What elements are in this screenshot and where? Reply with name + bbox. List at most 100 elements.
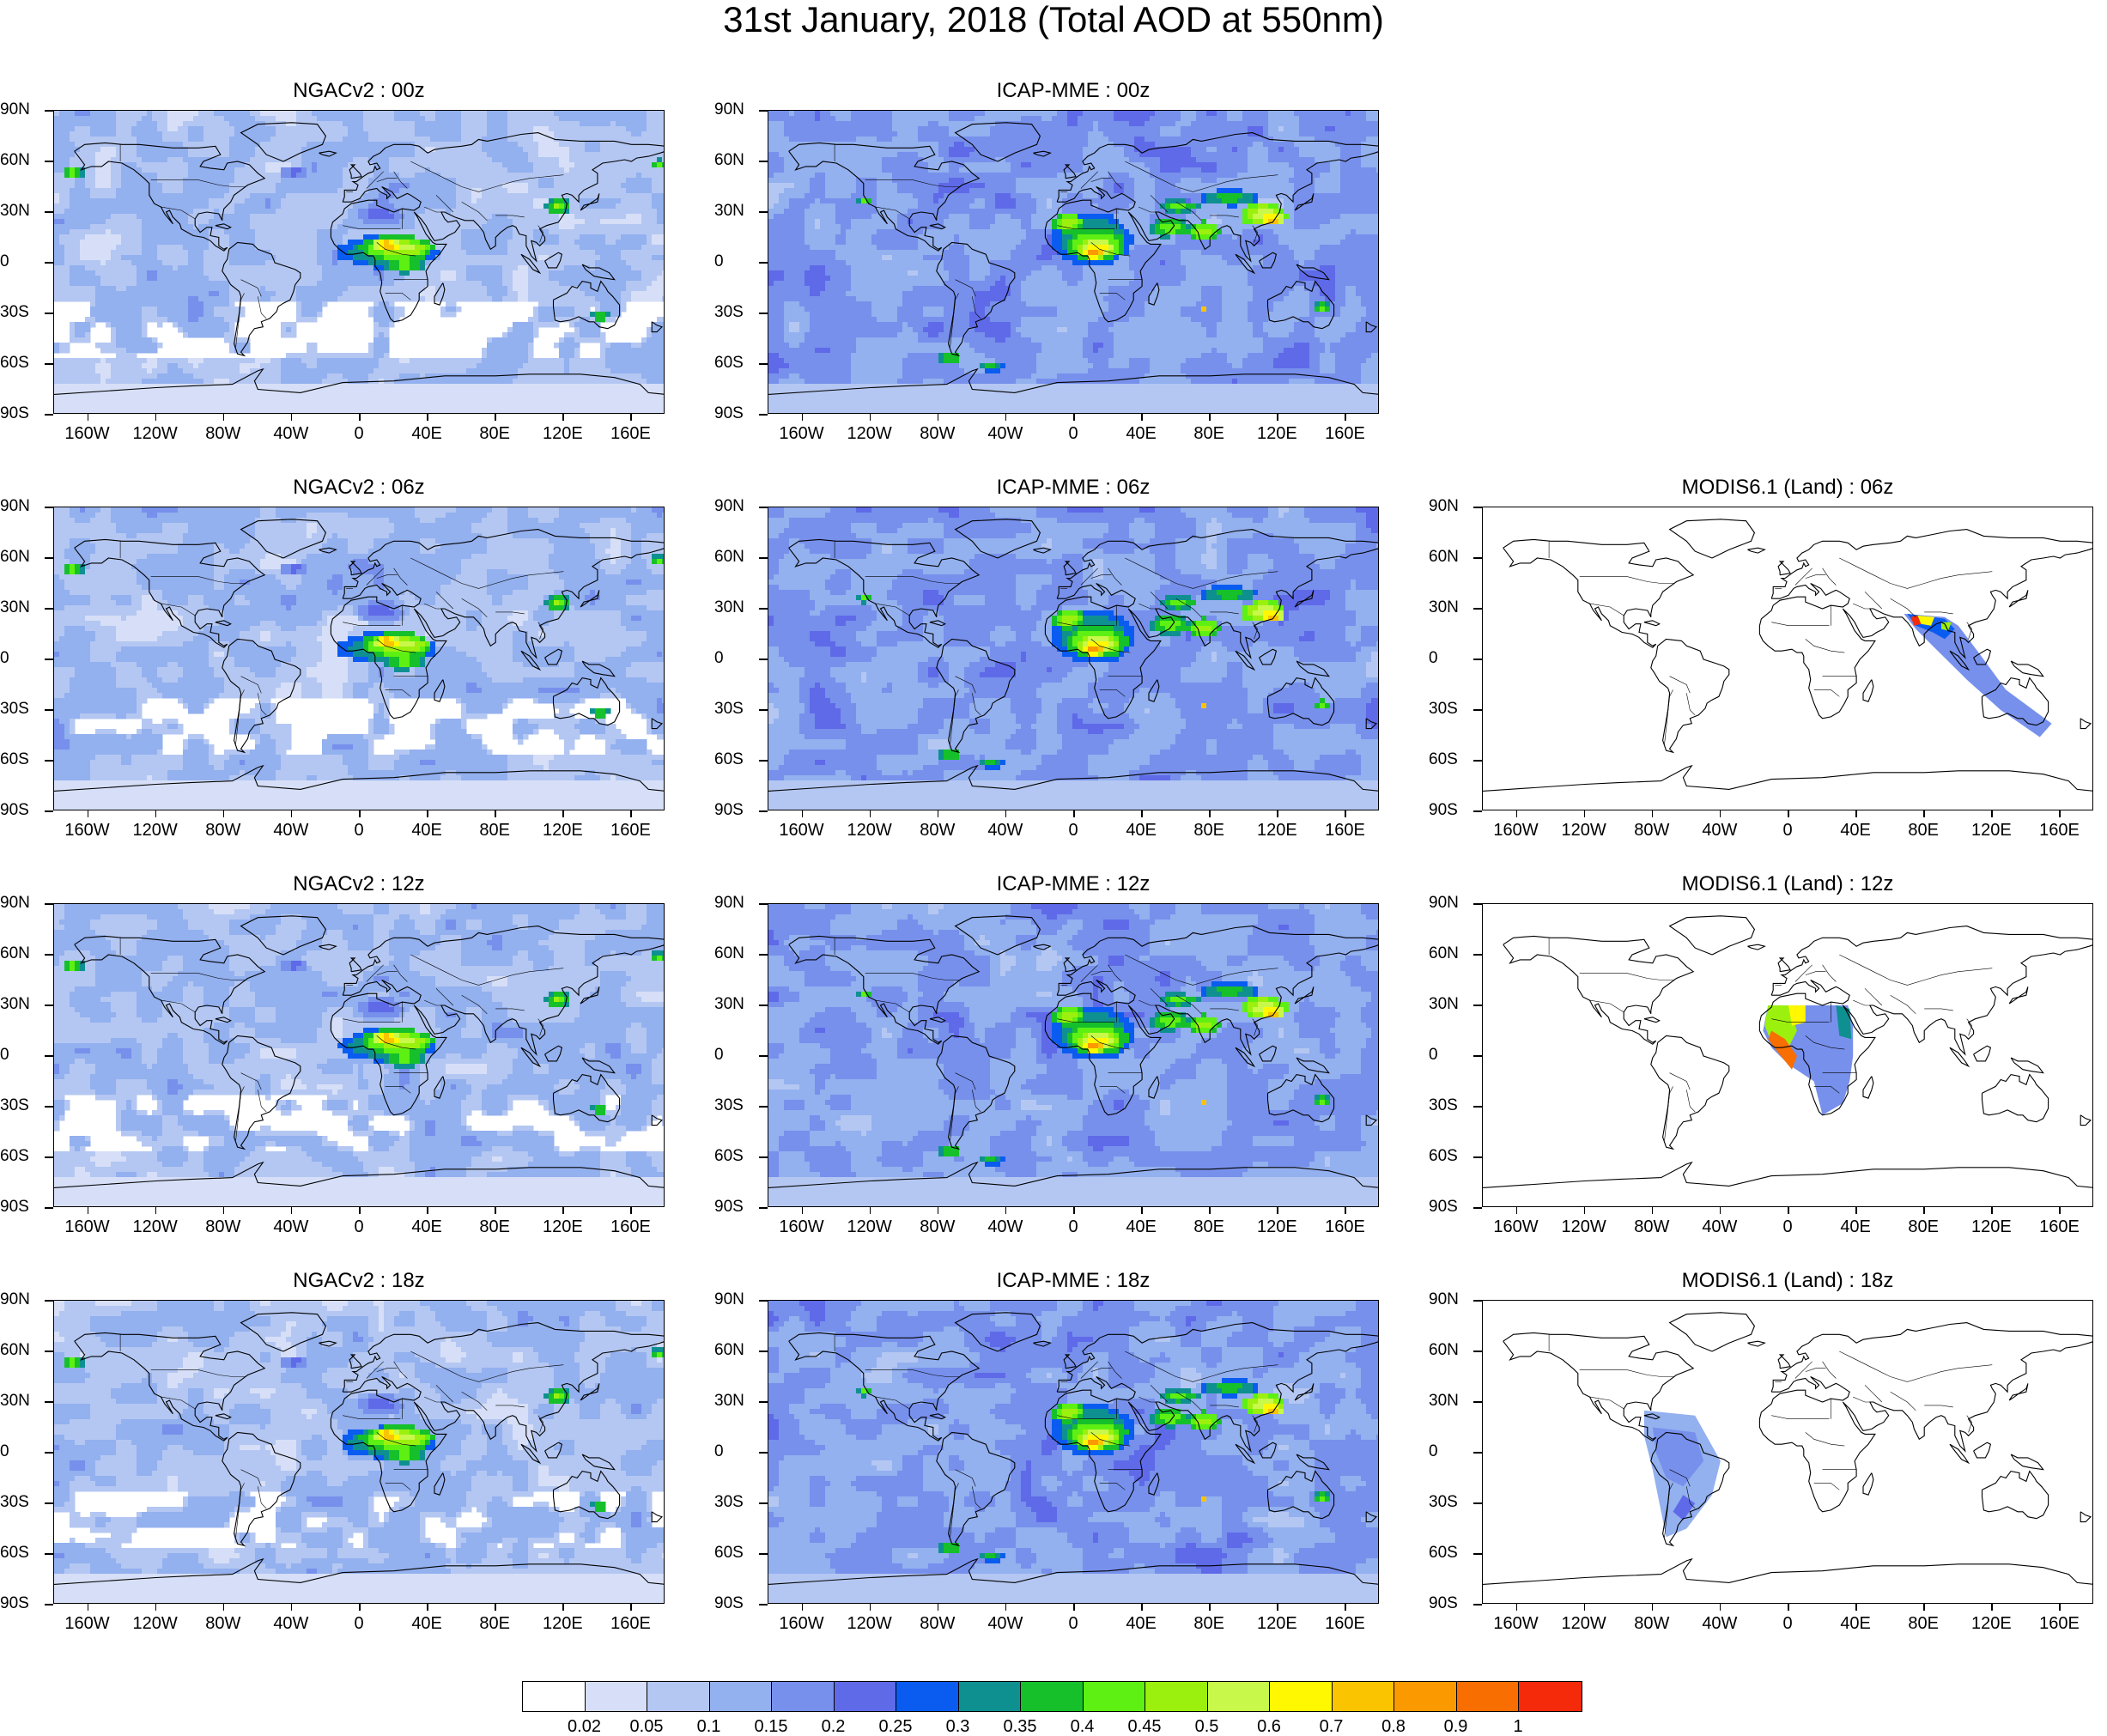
lat-tick-label: 60S bbox=[0, 1148, 34, 1165]
lon-tick bbox=[1855, 1604, 1857, 1611]
lon-tick-label: 80E bbox=[465, 1217, 525, 1236]
lat-tick-label: 90N bbox=[0, 101, 34, 118]
lat-tick-label: 60S bbox=[1429, 751, 1463, 768]
lat-tick bbox=[759, 1502, 768, 1504]
lat-tick bbox=[45, 1106, 53, 1108]
lon-tick-label: 160W bbox=[772, 1217, 832, 1236]
aod-field bbox=[54, 507, 665, 810]
lat-tick bbox=[759, 1106, 768, 1108]
lon-tick bbox=[1005, 414, 1007, 421]
colorbar-tick-label: 0.45 bbox=[1119, 1717, 1170, 1736]
colorbar-swatch bbox=[1394, 1682, 1457, 1711]
colorbar-tick-label: 0.1 bbox=[683, 1717, 735, 1736]
colorbar-tick-label: 1 bbox=[1492, 1717, 1544, 1736]
lat-tick-label: 60N bbox=[1429, 945, 1463, 962]
lon-tick-label: 160W bbox=[772, 424, 832, 443]
lon-tick bbox=[223, 810, 225, 817]
lon-tick-label: 80W bbox=[193, 424, 253, 443]
colorbar-swatch bbox=[1208, 1682, 1271, 1711]
lat-tick bbox=[45, 313, 53, 314]
lon-tick-label: 0 bbox=[329, 1217, 389, 1236]
lat-tick bbox=[759, 1351, 768, 1352]
lat-tick bbox=[759, 211, 768, 213]
lat-tick-label: 60N bbox=[1429, 549, 1463, 566]
lat-tick-label: 60N bbox=[714, 945, 749, 962]
colorbar-swatch bbox=[1145, 1682, 1208, 1711]
lat-tick-label: 30N bbox=[0, 1393, 34, 1410]
lon-tick bbox=[427, 1604, 428, 1611]
lon-tick bbox=[562, 1207, 564, 1214]
lon-tick-label: 160E bbox=[1315, 821, 1375, 840]
lon-tick-label: 40E bbox=[397, 821, 457, 840]
lat-tick bbox=[1473, 760, 1482, 762]
lon-tick-label: 40E bbox=[397, 1614, 457, 1633]
lat-tick-label: 0 bbox=[1429, 1443, 1463, 1460]
lon-tick-label: 120E bbox=[532, 1217, 592, 1236]
colorbar-swatch bbox=[647, 1682, 710, 1711]
lat-tick bbox=[1473, 659, 1482, 660]
map-plot-area bbox=[768, 1300, 1379, 1604]
lon-tick-label: 160E bbox=[600, 424, 660, 443]
lat-tick bbox=[45, 1005, 53, 1006]
lon-tick-label: 80W bbox=[1622, 821, 1682, 840]
lat-tick bbox=[759, 1300, 768, 1302]
lon-tick-label: 0 bbox=[1043, 821, 1103, 840]
lat-tick-label: 0 bbox=[714, 253, 749, 270]
lon-tick-label: 0 bbox=[1043, 1217, 1103, 1236]
lon-tick bbox=[1141, 810, 1143, 817]
lat-tick-label: 90N bbox=[1429, 895, 1463, 912]
lon-tick bbox=[2059, 1604, 2061, 1611]
lat-tick-label: 90N bbox=[0, 498, 34, 515]
lat-tick-label: 90S bbox=[1429, 802, 1463, 819]
lon-tick bbox=[155, 414, 157, 421]
lon-tick-label: 160E bbox=[2029, 1217, 2089, 1236]
lat-tick bbox=[759, 760, 768, 762]
lat-tick bbox=[1473, 1401, 1482, 1403]
lon-tick bbox=[630, 1207, 632, 1214]
lon-tick bbox=[1788, 1207, 1789, 1214]
lon-tick bbox=[1277, 414, 1278, 421]
lon-tick bbox=[155, 1604, 157, 1611]
lat-tick-label: 30N bbox=[0, 203, 34, 220]
lon-tick bbox=[155, 1207, 157, 1214]
lon-tick bbox=[427, 414, 428, 421]
map-plot-area bbox=[53, 110, 665, 414]
lon-tick bbox=[495, 1207, 496, 1214]
lon-tick bbox=[1923, 1207, 1925, 1214]
lat-tick-label: 30S bbox=[714, 1097, 749, 1114]
lon-tick bbox=[562, 414, 564, 421]
lat-tick bbox=[45, 1452, 53, 1454]
lon-tick bbox=[223, 414, 225, 421]
lon-tick-label: 160E bbox=[1315, 424, 1375, 443]
lat-tick-label: 90S bbox=[0, 405, 34, 422]
lon-tick bbox=[1991, 1207, 1993, 1214]
lon-tick-label: 80W bbox=[908, 1614, 968, 1633]
lat-tick-label: 90N bbox=[714, 895, 749, 912]
lat-tick bbox=[1473, 1207, 1482, 1209]
lon-tick bbox=[1209, 1207, 1211, 1214]
colorbar-swatch bbox=[1457, 1682, 1520, 1711]
lon-tick bbox=[2059, 1207, 2061, 1214]
lat-tick bbox=[45, 709, 53, 711]
lat-tick-label: 0 bbox=[714, 1047, 749, 1064]
lon-tick-label: 80W bbox=[193, 1614, 253, 1633]
lat-tick bbox=[45, 262, 53, 264]
colorbar-swatch bbox=[772, 1682, 835, 1711]
lat-tick-label: 90N bbox=[714, 101, 749, 118]
lon-tick-label: 40E bbox=[1111, 821, 1171, 840]
lon-tick bbox=[938, 810, 939, 817]
map-plot-area bbox=[1482, 903, 2093, 1207]
lat-tick-label: 30N bbox=[1429, 1393, 1463, 1410]
lon-tick-label: 160E bbox=[600, 821, 660, 840]
lon-tick bbox=[359, 810, 361, 817]
colorbar-tick-label: 0.15 bbox=[745, 1717, 797, 1736]
lon-tick bbox=[1788, 810, 1789, 817]
map-svg bbox=[768, 111, 1379, 414]
lat-tick bbox=[45, 954, 53, 956]
lat-tick-label: 90N bbox=[0, 895, 34, 912]
lon-tick-label: 120W bbox=[840, 1614, 900, 1633]
lat-tick bbox=[45, 810, 53, 812]
lat-tick-label: 30S bbox=[1429, 701, 1463, 718]
